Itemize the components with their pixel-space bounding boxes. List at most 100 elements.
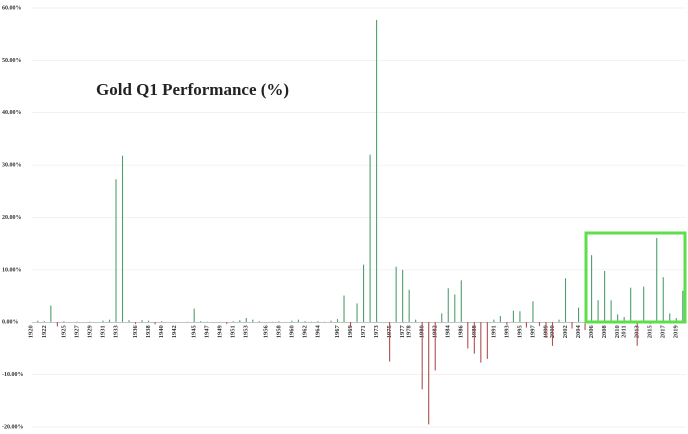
bar [675, 318, 677, 323]
bar [297, 319, 299, 323]
x-tick-label: 1920 [28, 325, 35, 338]
bar [519, 311, 521, 323]
y-tick-label: -20.00% [2, 424, 24, 430]
y-tick-label: 0.00% [2, 320, 19, 326]
x-tick-label: 1956 [262, 325, 269, 339]
bar [389, 322, 391, 362]
bar [467, 322, 469, 349]
bar [512, 310, 514, 323]
x-tick-label: 2002 [562, 325, 569, 338]
bar [43, 321, 45, 323]
grid: -20.00% -10.00% 0.00% 10.00% 20.00% 30.00% 40.… [2, 5, 686, 430]
bar [356, 303, 358, 323]
bar [669, 313, 671, 323]
bar [597, 300, 599, 323]
bar [134, 322, 137, 324]
bar [349, 322, 352, 328]
x-tick-label: 1951 [230, 325, 237, 338]
bar [434, 322, 436, 371]
bar [643, 286, 645, 323]
x-tick-label: 1953 [243, 325, 250, 339]
bar [493, 319, 495, 323]
x-tick-label: 2019 [673, 325, 680, 339]
bar [402, 269, 404, 323]
bar [545, 322, 547, 338]
bar [128, 320, 130, 323]
bar [193, 308, 195, 323]
x-tick-label: 1938 [145, 325, 152, 339]
chart-title: Gold Q1 Performance (%) [96, 80, 289, 99]
bar [121, 155, 124, 323]
x-tick-label: 1977 [399, 325, 406, 339]
bar [63, 321, 65, 323]
bar [558, 319, 560, 323]
bar [187, 321, 189, 323]
bar [148, 320, 150, 323]
bar [584, 322, 586, 331]
bar [108, 319, 111, 323]
x-tick-label: 1927 [73, 325, 80, 339]
x-tick-label: 2017 [660, 325, 667, 339]
bar [415, 319, 417, 323]
bar [428, 322, 430, 425]
x-tick-label: 2010 [614, 325, 621, 338]
bar [525, 322, 527, 328]
x-tick-label: 1978 [406, 325, 413, 339]
x-tick-label: 1945 [191, 325, 198, 339]
bar [252, 319, 254, 323]
bars: 1920 1922 1925 1927 1929 1931 1933 1936 1938 1940… [28, 20, 684, 425]
bar [662, 277, 664, 323]
x-tick-label: 1984 [445, 325, 452, 339]
y-tick-label: 60.00% [2, 5, 22, 11]
bar [623, 317, 625, 323]
bar [226, 322, 228, 324]
bar [37, 320, 39, 323]
y-tick-label: 50.00% [2, 58, 22, 64]
x-tick-label: 1922 [41, 325, 48, 338]
bar [591, 255, 593, 323]
bar [336, 319, 339, 323]
x-tick-label: 1958 [275, 325, 282, 339]
bar [278, 321, 280, 323]
x-tick-label: 1967 [334, 325, 341, 339]
x-tick-label: 1969 [347, 325, 354, 339]
bar [330, 320, 332, 323]
bar [115, 179, 117, 323]
x-tick-label: 1947 [204, 325, 211, 339]
bar [200, 321, 202, 323]
x-tick-label: 1933 [112, 325, 119, 339]
bar [161, 321, 163, 323]
bar [232, 321, 234, 323]
x-tick-label: 1929 [86, 325, 93, 339]
highlight-box [584, 231, 687, 324]
x-tick-label: 1925 [60, 325, 67, 339]
x-tick-label: 1942 [171, 325, 178, 338]
y-tick-label: 40.00% [2, 110, 22, 116]
bar [245, 318, 247, 323]
bar [395, 266, 397, 323]
y-tick-label: -10.00% [2, 372, 24, 378]
bar [323, 321, 326, 323]
bar [604, 270, 606, 323]
x-tick-label: 1973 [373, 325, 380, 339]
bar [480, 322, 482, 363]
bar [551, 322, 554, 346]
bar [682, 290, 684, 323]
x-tick-label: 2015 [647, 325, 654, 339]
y-tick-label: 30.00% [2, 163, 22, 169]
x-tick-label: 1949 [217, 325, 224, 339]
bar [291, 320, 293, 323]
x-tick-label: 2008 [601, 325, 608, 339]
bar [454, 294, 456, 323]
x-tick-label: 1931 [99, 325, 106, 338]
y-tick-label: 10.00% [2, 267, 22, 273]
bar [343, 295, 345, 323]
bar [421, 322, 423, 390]
bar [656, 237, 658, 323]
bar [506, 322, 508, 325]
bar [571, 322, 573, 329]
bar [636, 322, 638, 346]
x-tick-label: 1986 [458, 325, 465, 339]
x-tick-label: 1940 [158, 325, 165, 338]
